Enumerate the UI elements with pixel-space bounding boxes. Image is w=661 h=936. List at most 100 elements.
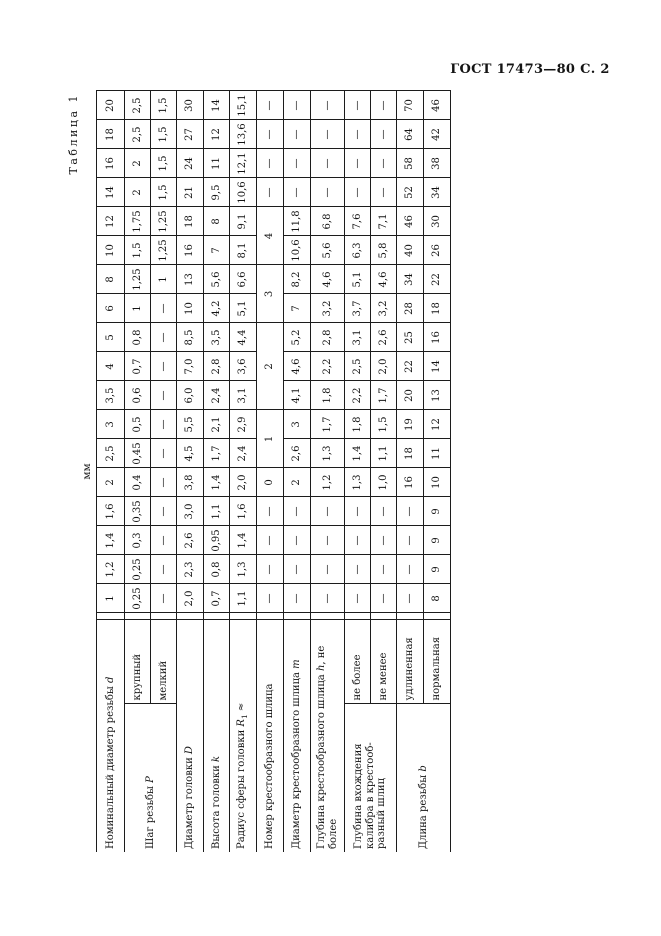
col-header-cell: 5 <box>96 322 125 352</box>
value-cell: 1,7 <box>370 380 397 410</box>
value-cell: 1,6 <box>229 496 257 526</box>
value-cell: 5,1 <box>344 264 371 294</box>
value-cell: 1,25 <box>150 235 177 265</box>
double-rule-spacer <box>150 612 177 620</box>
value-cell: 1,4 <box>344 438 371 468</box>
value-cell: 8,1 <box>229 235 257 265</box>
value-cell: 52 <box>396 177 424 207</box>
value-cell: 27 <box>176 119 204 149</box>
value-cell: 7,1 <box>370 206 397 236</box>
value-cell: 1,25 <box>124 264 151 294</box>
value-cell: 1 <box>150 264 177 294</box>
value-cell: 0,95 <box>203 525 230 555</box>
value-cell: 20 <box>396 380 424 410</box>
value-cell: — <box>370 177 397 207</box>
label-text: m <box>291 659 303 669</box>
sub-label-gauge-penetration-min: не менее <box>370 619 397 704</box>
table-row-cross-recess-diameter: Диаметр крестообразного шлица m — — — —2 2,6 3… <box>283 90 311 852</box>
value-cell: 14 <box>423 351 451 381</box>
value-cell: — <box>370 583 397 613</box>
table-row-gauge-penetration-max: Глубина вхождения калибра в крестооб- ра… <box>344 90 397 852</box>
value-cell: 40 <box>396 235 424 265</box>
label-text: Диаметр крестообразного шлица <box>291 668 303 849</box>
value-cell: — <box>256 583 284 613</box>
value-cell: 2,4 <box>203 380 230 410</box>
rotated-table-block: Таблица 1 мм Номинальный диаметр резьбы … <box>66 90 451 852</box>
col-header-cell: 2,5 <box>96 438 125 468</box>
label-text: удлиненная <box>404 637 416 701</box>
value-cell: 46 <box>423 90 451 120</box>
col-header-cell: 14 <box>96 177 125 207</box>
value-cell: 2,5 <box>124 90 151 120</box>
value-cell: 0,7 <box>203 583 230 613</box>
value-cell: — <box>344 554 371 584</box>
table-row-cross-recess-depth: Глубина крестообразного шлица h, не боле… <box>310 90 345 852</box>
value-cell: 2 <box>124 177 151 207</box>
row-label-cross-recess-depth: Глубина крестообразного шлица h, не боле… <box>310 619 345 852</box>
value-cell: — <box>283 148 311 178</box>
value-cell: 18 <box>423 293 451 323</box>
value-cell: 16 <box>423 322 451 352</box>
value-cell: — <box>256 119 284 149</box>
value-cell: — <box>310 554 345 584</box>
col-header-cell: 3 <box>96 409 125 439</box>
sub-label-pitch-fine: мелкий <box>150 619 177 704</box>
value-cell: — <box>150 293 177 323</box>
value-cell: 13 <box>176 264 204 294</box>
value-cell: 64 <box>396 119 424 149</box>
value-cell: 4 <box>256 206 284 265</box>
value-cell: 2,0 <box>176 583 204 613</box>
value-cell: — <box>283 525 311 555</box>
value-cell: 0,3 <box>124 525 151 555</box>
value-cell: 4,5 <box>176 438 204 468</box>
value-cell: 1,8 <box>310 380 345 410</box>
value-cell: 4,6 <box>310 264 345 294</box>
value-cell: — <box>150 351 177 381</box>
value-cell: 9 <box>423 554 451 584</box>
value-cell: 12 <box>203 119 230 149</box>
value-cell: — <box>283 90 311 120</box>
value-cell: — <box>150 554 177 584</box>
value-cell: 30 <box>176 90 204 120</box>
value-cell: 5,2 <box>283 322 311 352</box>
col-header-cell: 1,6 <box>96 496 125 526</box>
label-text: Радиус сферы головки <box>236 726 248 849</box>
value-cell: 2,2 <box>310 351 345 381</box>
value-cell: 1,0 <box>370 467 397 497</box>
value-cell: 3,6 <box>229 351 257 381</box>
value-cell: 13 <box>423 380 451 410</box>
value-cell: 0,5 <box>124 409 151 439</box>
group-label-pitch-coarse: Шаг резьбы P <box>124 704 177 852</box>
value-cell: — <box>283 119 311 149</box>
label-text: Диаметр головки <box>184 754 196 849</box>
value-cell: 1 <box>124 293 151 323</box>
value-cell: — <box>396 496 424 526</box>
value-cell: 3,1 <box>229 380 257 410</box>
value-cell: — <box>256 177 284 207</box>
value-cell: 8 <box>203 206 230 236</box>
row-label-cross-recess-diameter: Диаметр крестообразного шлица m <box>283 619 311 852</box>
value-cell: 9 <box>423 525 451 555</box>
value-cell: 1,4 <box>229 525 257 555</box>
value-cell: 38 <box>423 148 451 178</box>
row-header-nominal-thread-diameter: Номинальный диаметр резьбы d <box>96 619 125 852</box>
value-cell: 9 <box>423 496 451 526</box>
value-cell: 3,7 <box>344 293 371 323</box>
value-cell: 1,7 <box>203 438 230 468</box>
value-cell: 24 <box>176 148 204 178</box>
col-header-cell: 1 <box>96 583 125 613</box>
double-rule-spacer <box>310 612 345 620</box>
value-cell: — <box>150 467 177 497</box>
value-cell: 11,8 <box>283 206 311 236</box>
value-cell: — <box>310 583 345 613</box>
value-cell: 18 <box>396 438 424 468</box>
value-cell: 28 <box>396 293 424 323</box>
col-header-cell: 6 <box>96 293 125 323</box>
value-cell: 6,0 <box>176 380 204 410</box>
sub-label-thread-length-normal: нормальная <box>423 619 451 704</box>
value-cell: 11 <box>423 438 451 468</box>
value-cell: — <box>283 583 311 613</box>
label-text: Глубина вхождения калибра в крестооб- ра… <box>353 742 388 849</box>
